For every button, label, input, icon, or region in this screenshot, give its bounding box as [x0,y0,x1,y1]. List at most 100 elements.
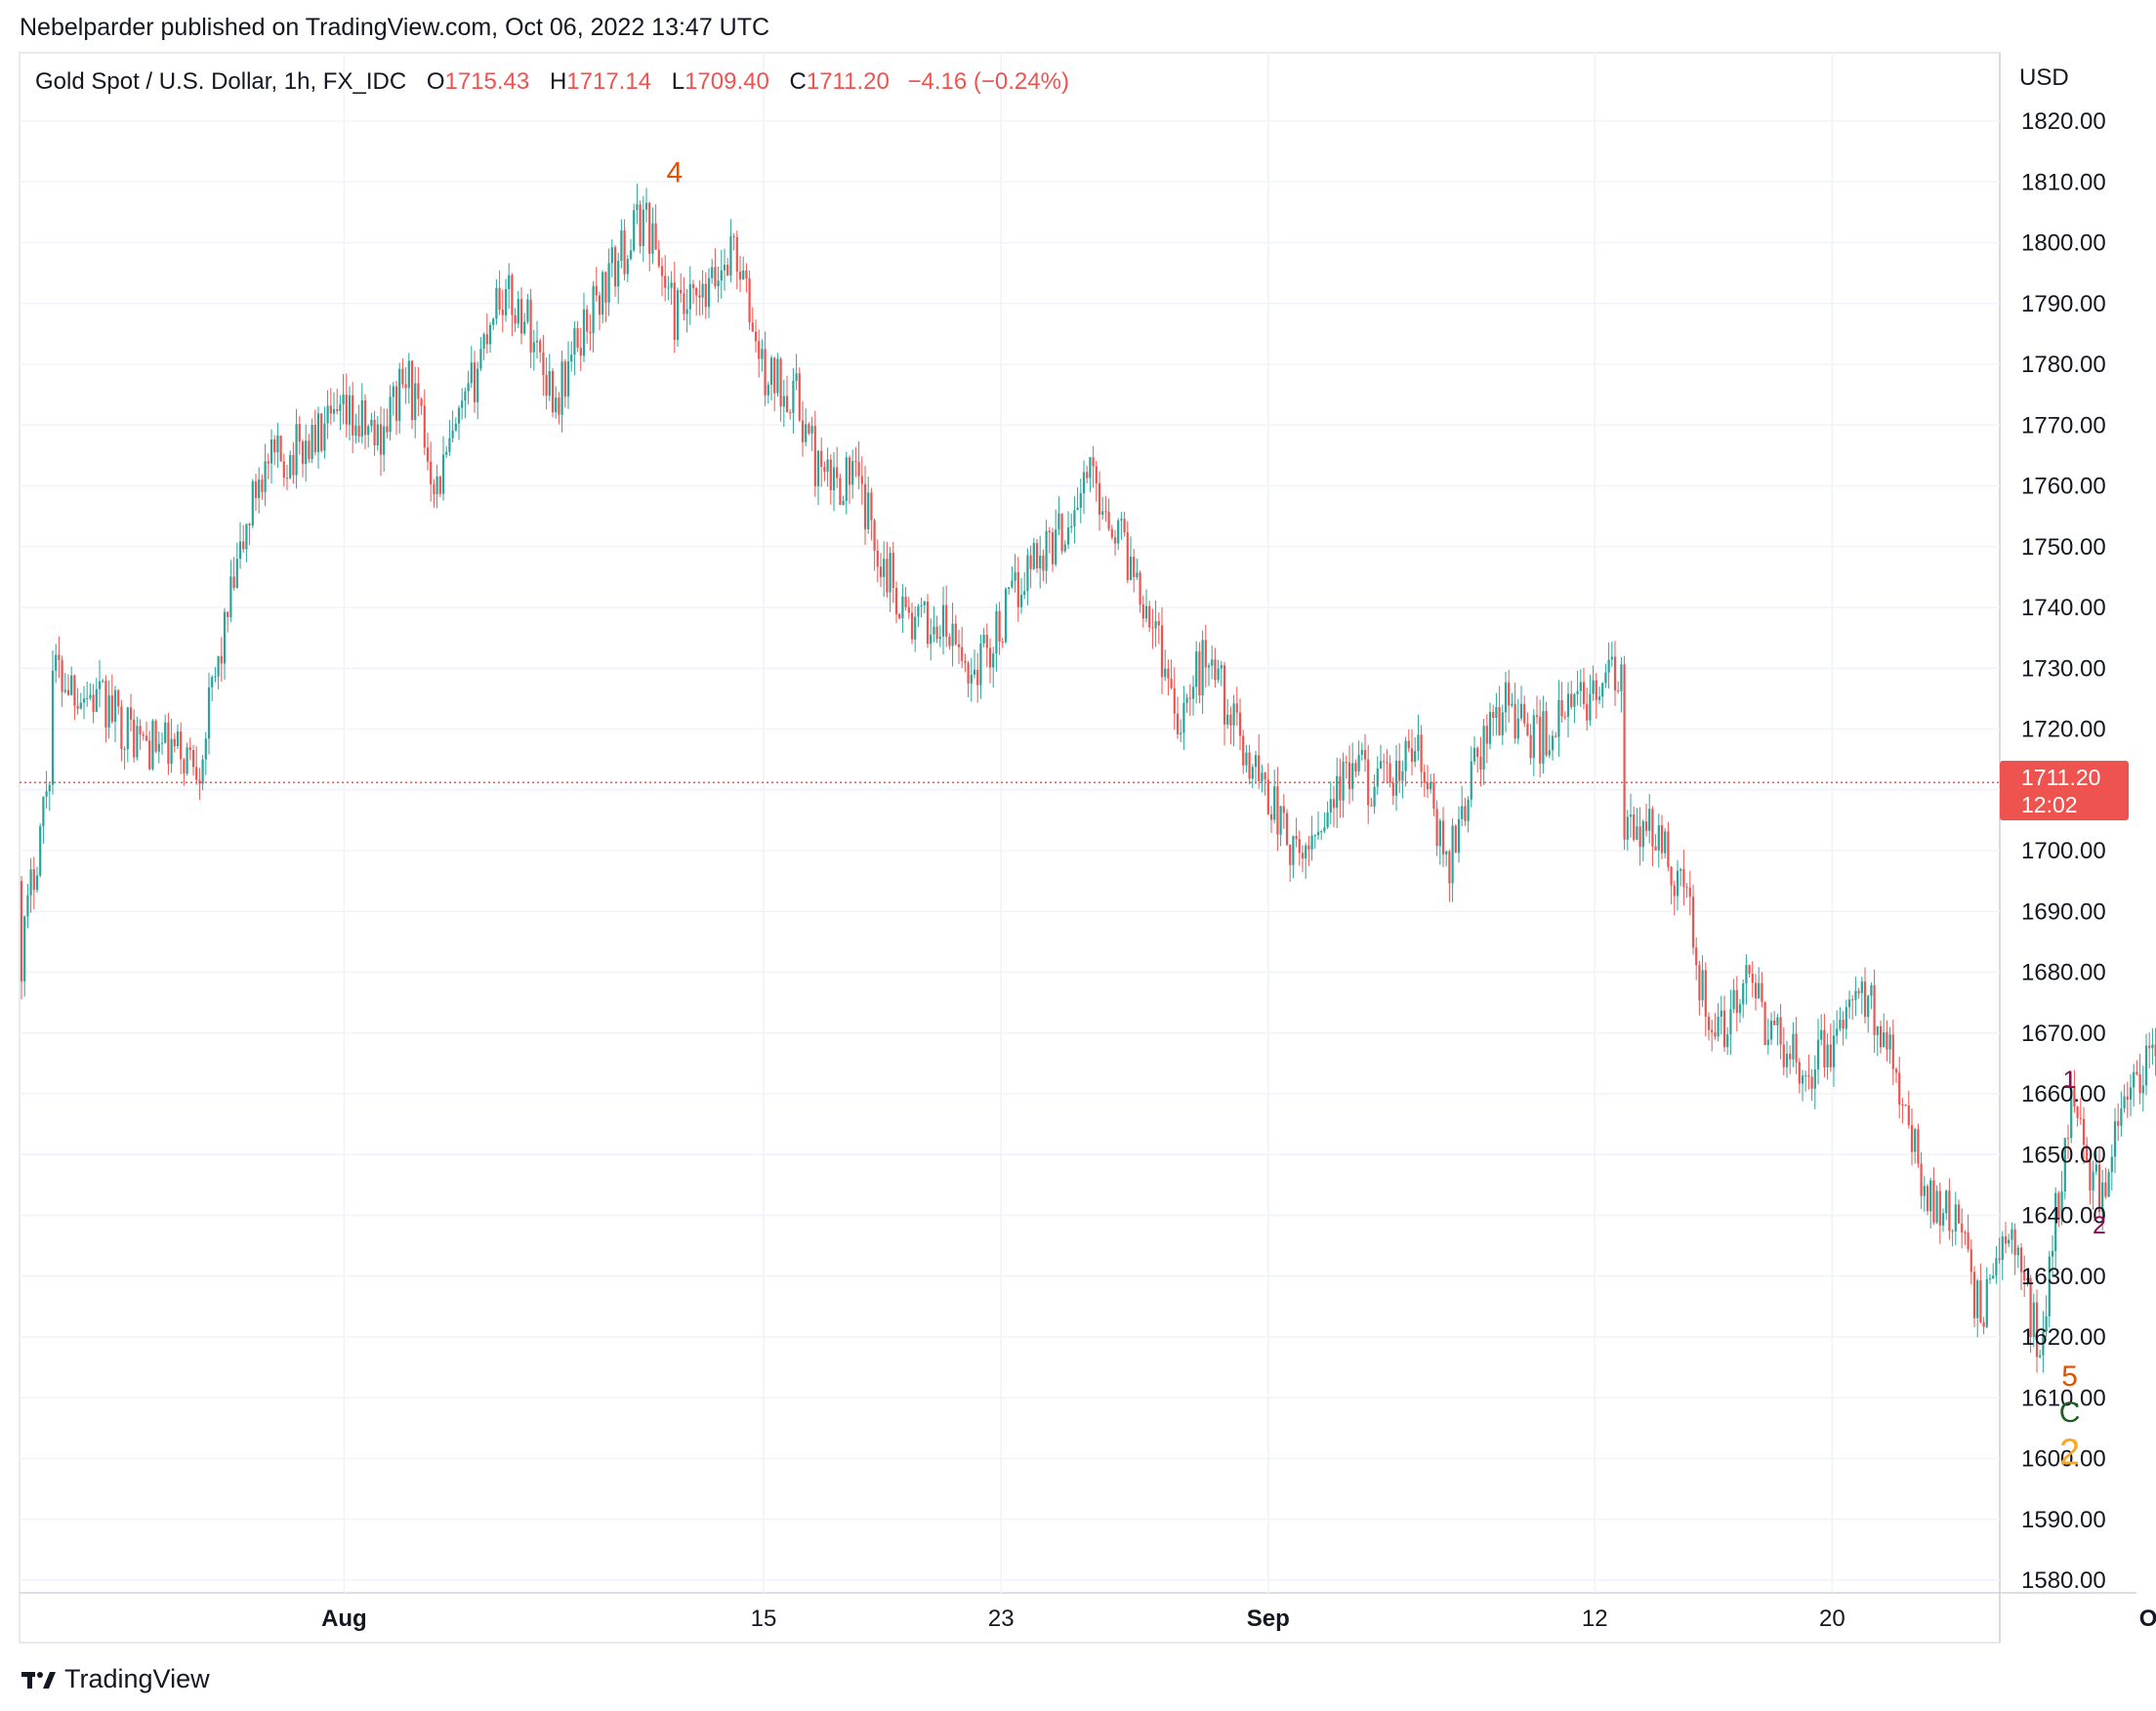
candle-body [707,277,711,308]
time-tick-label: 15 [751,1606,777,1632]
footer-brand[interactable]: TradingView [21,1664,210,1694]
candle-body [66,689,70,695]
candle-body [238,541,242,560]
candle-body [1457,818,1461,854]
candle-body [136,726,139,758]
candle-body [529,299,532,353]
candle-body [886,559,889,593]
candle-body [414,383,417,421]
candle-body [2070,1087,2073,1139]
candle-body [1141,605,1144,619]
candle-body [1888,1034,1891,1050]
candle-body [1386,762,1389,764]
candle-body [1501,712,1504,735]
candle-body [1316,831,1320,836]
candle-body [1470,761,1472,800]
candle-body [279,436,282,462]
candle-body [685,309,688,314]
candle-body [1998,1258,2001,1261]
candle-body [1842,1020,1845,1029]
tradingview-brand: TradingView [64,1664,210,1693]
candle-body [667,287,670,289]
candle-body [1579,682,1582,691]
candle-body [2023,1272,2026,1281]
candle-body [1516,718,1519,739]
price-tick-label: 1770.00 [2021,412,2106,438]
candle-body [1414,751,1417,762]
time-tick-label: 20 [1819,1606,1845,1632]
candle-body [457,407,461,424]
candle-body [1829,1044,1832,1067]
candle-body [389,396,392,433]
candle-body [120,706,123,750]
candle-body [854,461,857,463]
candle-body [2082,1118,2086,1146]
candle-body [1441,820,1445,855]
candle-body [198,779,201,784]
candle-body [1301,853,1305,859]
candle-body [1070,525,1073,528]
candle-body [945,605,948,638]
candle-body [519,299,523,334]
candle-body [435,477,438,495]
candle-body [1407,740,1410,749]
candle-body [1373,786,1376,807]
candle-body [792,380,795,413]
candle-body [1548,750,1551,756]
candle-body [1664,831,1667,854]
candle-body [1929,1180,1932,1212]
candle-body [1242,735,1245,766]
candle-body [336,409,339,411]
candle-body [551,370,555,413]
candle-body [526,299,529,322]
candle-body [348,395,352,425]
price-axis[interactable]: 1820.00 1810.00 1800.00 1790.00 1780.00 1770.… [2021,108,2106,1594]
candle-body [1701,970,1704,1001]
candle-body [610,247,613,264]
candle-body [758,341,761,359]
candle-body [2019,1247,2023,1273]
candle-body [1972,1272,1976,1318]
candle-body [1758,982,1761,999]
symbol-legend[interactable]: Gold Spot / U.S. Dollar, 1h, FX_IDC O171… [35,68,1069,96]
candle-body [1476,747,1479,758]
candle-body [1464,806,1467,821]
candle-body [1789,1054,1792,1060]
candle-body [2126,1096,2129,1101]
candle-body [1751,973,1754,983]
candle-body [1985,1278,1988,1327]
candle-body [451,430,454,438]
candle-body [214,676,217,678]
candle-body [410,360,414,421]
candle-body [910,612,914,640]
candle-body [23,916,26,981]
candle-body [1201,640,1204,695]
candle-body [1235,703,1238,713]
candle-body [1551,735,1555,751]
candle-body [370,419,373,427]
last-price-value: 1711.20 [2021,765,2101,791]
candle-body [1055,529,1057,564]
candle-body [1073,510,1076,526]
candle-body [73,675,76,706]
candle-body [1854,990,1857,1000]
candle-body [1795,1033,1798,1063]
candle-body [2107,1172,2110,1197]
candle-body [1342,762,1345,801]
candle-body [1292,836,1295,865]
candle-body [1101,511,1104,516]
candle-body [2039,1355,2042,1357]
candle-body [454,423,457,431]
candle-body [102,681,104,683]
price-tick-label: 1600.00 [2021,1446,2106,1473]
candle-body [423,405,426,448]
candle-body [1232,703,1235,726]
candle-body [1258,755,1261,782]
price-tick-label: 1680.00 [2021,960,2106,986]
time-axis[interactable]: Aug1523Sep1220Oct17 [321,1606,2156,1632]
candle-body [1917,1129,1920,1164]
candle-body [754,331,758,342]
candle-body [1279,806,1282,835]
candle-body [2026,1277,2029,1281]
